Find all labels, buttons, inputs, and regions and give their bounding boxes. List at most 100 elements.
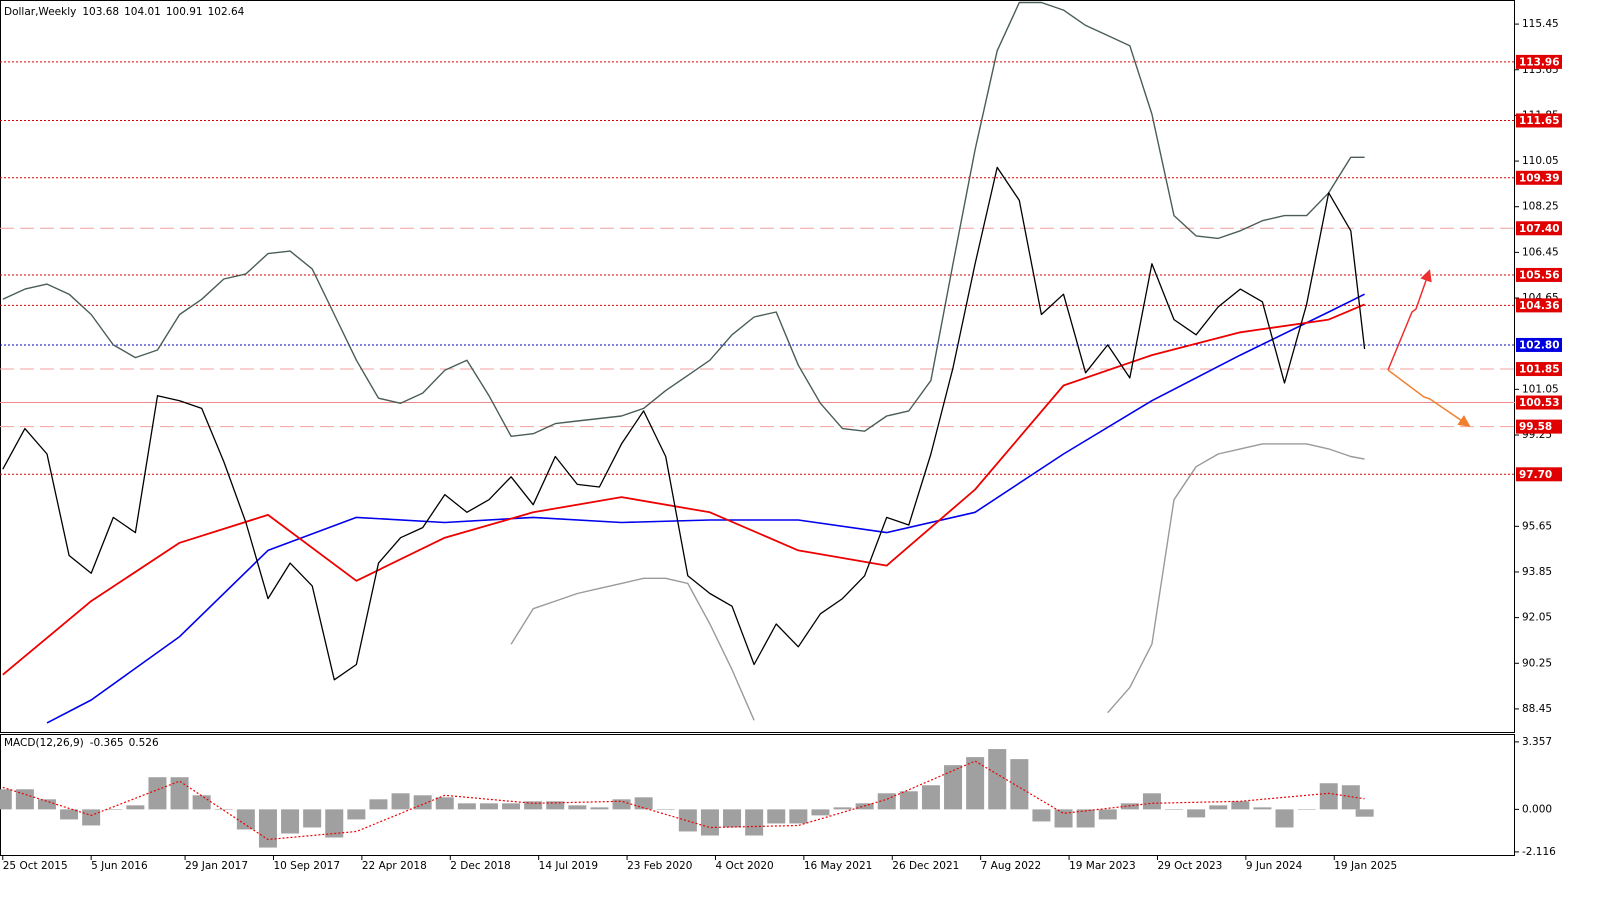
x-tick-label: 29 Jan 2017: [185, 860, 248, 872]
series-line: [2, 303, 1365, 676]
x-tick-label: 10 Sep 2017: [273, 860, 340, 872]
level-label-bg: [1516, 221, 1562, 236]
histogram-bar: [281, 809, 300, 834]
histogram-bar: [1341, 785, 1360, 810]
histogram-bar: [1231, 801, 1250, 810]
y-tick-label: 115.45: [1522, 18, 1559, 30]
histogram-bar: [1165, 809, 1184, 810]
histogram-bar: [1355, 809, 1374, 817]
level-label: 104.36: [1519, 300, 1560, 312]
y-tick-label: 110.05: [1522, 155, 1559, 167]
level-label-bg: [1516, 298, 1562, 313]
histogram-bar: [1297, 809, 1316, 810]
y-tick-label: 106.45: [1522, 246, 1559, 258]
level-label: 109.39: [1519, 172, 1560, 184]
ohlc-value: 103.68: [82, 6, 119, 18]
level-label: 111.65: [1519, 115, 1560, 127]
y-tick-label: -2.116: [1522, 846, 1556, 858]
price-panel: [0, 0, 1515, 733]
histogram-bar: [789, 809, 808, 824]
histogram-bar: [723, 809, 742, 828]
histogram-bar: [988, 749, 1007, 810]
histogram-bar: [391, 793, 410, 810]
y-tick-label: 93.85: [1522, 566, 1552, 578]
y-tick-label: 0.000: [1522, 803, 1552, 815]
x-tick-label: 23 Feb 2020: [627, 860, 692, 872]
histogram-bar: [479, 803, 498, 810]
level-label-bg: [1516, 337, 1562, 352]
histogram-bar: [767, 809, 786, 824]
macd-readout: -0.365: [90, 737, 124, 749]
histogram-bar: [1142, 793, 1161, 810]
x-tick-label: 9 Jun 2024: [1246, 860, 1303, 872]
up-arrow: [1387, 269, 1432, 371]
histogram-bar: [1253, 807, 1272, 810]
level-label-bg: [1516, 467, 1562, 482]
y-tick-label: 108.25: [1522, 201, 1559, 213]
histogram-bar: [1054, 809, 1073, 828]
histogram-bar: [192, 795, 211, 810]
level-label: 97.70: [1519, 469, 1552, 481]
macd-title: MACD(12,26,9): [4, 737, 84, 749]
histogram-bar: [1010, 759, 1029, 810]
y-tick-label: 3.357: [1522, 736, 1552, 748]
x-tick-label: 14 Jul 2019: [539, 860, 598, 872]
level-label-bg: [1516, 395, 1562, 410]
macd-panel: [0, 734, 1515, 856]
histogram-bar: [170, 777, 189, 810]
histogram-bar: [921, 785, 940, 810]
macd-plot: [0, 749, 1374, 848]
x-tick-label: 26 Dec 2021: [892, 860, 959, 872]
x-tick-label: 2 Dec 2018: [450, 860, 510, 872]
histogram-bar: [546, 801, 565, 810]
series-line: [2, 166, 1366, 681]
level-label: 99.58: [1519, 421, 1552, 433]
y-tick-label: 95.65: [1522, 520, 1552, 532]
level-label: 107.40: [1519, 223, 1560, 235]
y-tick-label: 92.05: [1522, 612, 1552, 624]
x-tick-label: 16 May 2021: [804, 860, 872, 872]
level-label-bg: [1516, 419, 1562, 434]
histogram-bar: [369, 799, 388, 810]
histogram-bar: [524, 801, 543, 810]
histogram-bar: [1098, 809, 1117, 820]
y-tick-label: 90.25: [1522, 657, 1552, 669]
series-line: [2, 760, 1365, 841]
histogram-bar: [612, 799, 631, 810]
level-label-bg: [1516, 170, 1562, 185]
level-label: 101.85: [1519, 364, 1560, 376]
histogram-bar: [457, 803, 476, 810]
histogram-bar: [325, 809, 344, 838]
macd-readout: 0.526: [129, 737, 159, 749]
histogram-bar: [104, 809, 123, 810]
level-label-bg: [1516, 362, 1562, 377]
histogram-bar: [1319, 783, 1338, 810]
histogram-bar: [700, 809, 719, 836]
x-tick-label: 22 Apr 2018: [362, 860, 427, 872]
x-tick-label: 29 Oct 2023: [1157, 860, 1222, 872]
price-plot: [0, 1, 1515, 724]
histogram-bar: [126, 805, 145, 810]
level-label-bg: [1516, 113, 1562, 128]
axes: Dollar,Weekly 103.68 104.01 100.91 102.64 MAC…: [2, 6, 1562, 872]
histogram-bar: [148, 777, 167, 810]
histogram-bar: [899, 791, 918, 810]
histogram-bar: [435, 797, 454, 810]
level-label-bg: [1516, 54, 1562, 69]
level-label: 100.53: [1519, 397, 1560, 409]
x-tick-label: 5 Jun 2016: [91, 860, 148, 872]
histogram-bar: [0, 789, 12, 810]
y-tick-label: 88.45: [1522, 703, 1552, 715]
histogram-bar: [1076, 809, 1095, 828]
histogram-bar: [1032, 809, 1051, 822]
x-tick-label: 19 Jan 2025: [1334, 860, 1397, 872]
histogram-bar: [60, 809, 79, 820]
histogram-bar: [1187, 809, 1206, 818]
ohlc-value: 100.91: [166, 6, 203, 18]
level-label: 102.80: [1519, 339, 1560, 351]
histogram-bar: [745, 809, 764, 836]
histogram-bar: [590, 807, 609, 810]
histogram-bar: [303, 809, 322, 828]
histogram-bar: [82, 809, 101, 826]
